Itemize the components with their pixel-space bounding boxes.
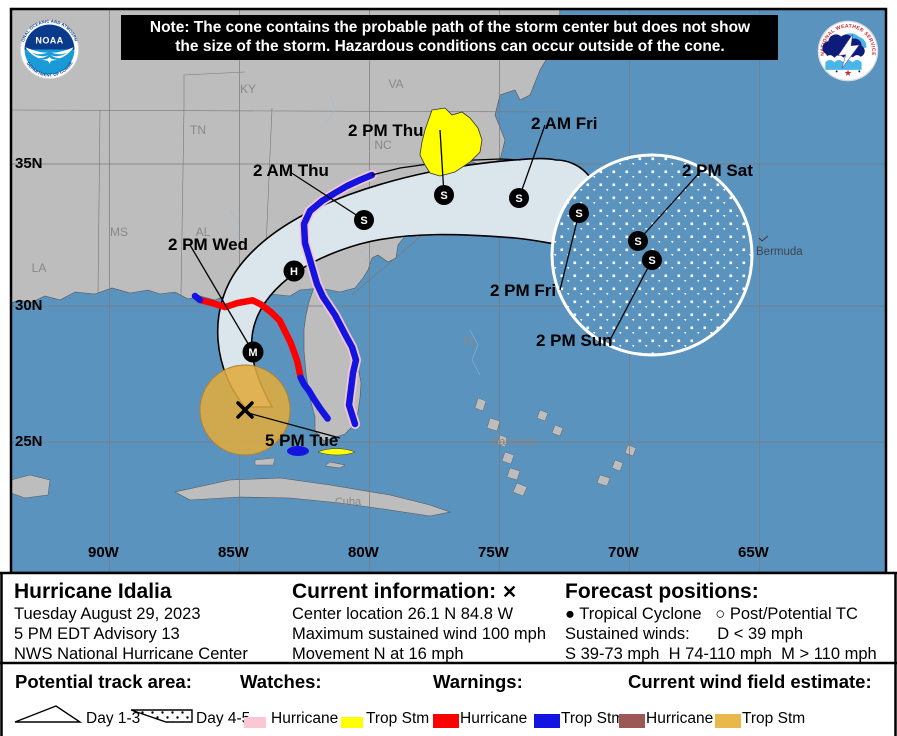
svg-text:S: S [634, 236, 641, 248]
svg-text:Hurricane: Hurricane [271, 710, 338, 727]
svg-text:90W: 90W [88, 544, 120, 561]
svg-text:S: S [440, 190, 447, 202]
svg-text:2 AM Thu: 2 AM Thu [253, 161, 329, 180]
svg-text:TN: TN [190, 123, 206, 137]
svg-text:Watches:: Watches: [240, 671, 322, 692]
svg-text:5 PM Tue: 5 PM Tue [265, 431, 338, 450]
svg-text:MS: MS [110, 225, 128, 239]
svg-text:Movement N at 16 mph: Movement N at 16 mph [292, 645, 464, 663]
svg-text:Hurricane Idalia: Hurricane Idalia [14, 580, 172, 603]
svg-text:2 PM Sun: 2 PM Sun [536, 331, 613, 350]
svg-text:2 PM Fri: 2 PM Fri [490, 281, 556, 300]
svg-text:VA: VA [388, 77, 403, 91]
svg-text:Bermuda: Bermuda [756, 246, 803, 258]
svg-text:H: H [290, 266, 298, 278]
svg-text:LA: LA [32, 261, 47, 275]
svg-text:2 PM Wed: 2 PM Wed [168, 235, 248, 254]
svg-text:Note: The cone contains the pr: Note: The cone contains the probable pat… [150, 19, 751, 36]
svg-text:35N: 35N [15, 155, 43, 172]
svg-text:Hurricane: Hurricane [646, 710, 713, 727]
svg-text:NOAA: NOAA [35, 35, 63, 45]
svg-text:Potential track area:: Potential track area: [15, 671, 192, 692]
svg-text:75W: 75W [478, 544, 510, 561]
svg-text:Maximum sustained wind 100 mph: Maximum sustained wind 100 mph [292, 625, 546, 643]
svg-text:Trop Stm: Trop Stm [561, 710, 624, 727]
svg-text:Hurricane: Hurricane [460, 710, 527, 727]
svg-text:Trop Stm: Trop Stm [742, 710, 805, 727]
svg-text:Trop Stm: Trop Stm [366, 710, 429, 727]
svg-text:S: S [515, 193, 522, 205]
svg-text:30N: 30N [15, 297, 43, 314]
svg-text:Center location 26.1 N 84.8 W: Center location 26.1 N 84.8 W [292, 605, 513, 623]
svg-text:Forecast positions:: Forecast positions: [565, 580, 759, 603]
svg-text:M: M [248, 347, 257, 359]
svg-text:2 PM Thu: 2 PM Thu [348, 121, 424, 140]
svg-text:S: S [575, 208, 582, 220]
svg-text:Tuesday August 29, 2023: Tuesday August 29, 2023 [14, 605, 201, 623]
svg-text:FL: FL [463, 334, 477, 348]
svg-text:Sustained winds: D < 39 m: Sustained winds: D < 39 mph [565, 625, 803, 643]
svg-text:2 PM Sat: 2 PM Sat [682, 161, 753, 180]
svg-text:2 AM Fri: 2 AM Fri [531, 114, 597, 133]
svg-text:Current information: ✕: Current information: ✕ [292, 580, 517, 603]
svg-text:70W: 70W [608, 544, 640, 561]
svg-text:65W: 65W [738, 544, 770, 561]
svg-text:Day 4-5: Day 4-5 [196, 710, 250, 727]
svg-text:NWS National Hurricane Center: NWS National Hurricane Center [14, 645, 248, 663]
svg-text:Warnings:: Warnings: [433, 671, 523, 692]
svg-text:the size of the storm. Hazardo: the size of the storm. Hazardous conditi… [175, 38, 724, 55]
svg-text:5 PM EDT Advisory 13: 5 PM EDT Advisory 13 [14, 625, 180, 643]
svg-text:S: S [648, 255, 655, 267]
svg-text:● Tropical Cyclone ○ Post/Po: ● Tropical Cyclone ○ Post/Potential TC [565, 605, 858, 623]
svg-text:80W: 80W [348, 544, 380, 561]
svg-text:Cuba: Cuba [335, 496, 362, 508]
svg-text:S 39-73 mph H 74-110 mph M >: S 39-73 mph H 74-110 mph M > 110 mph [565, 645, 877, 663]
svg-text:S: S [360, 215, 367, 227]
svg-text:Current wind field estimate:: Current wind field estimate: [628, 671, 872, 692]
svg-text:85W: 85W [218, 544, 250, 561]
svg-text:KY: KY [240, 82, 256, 96]
svg-text:25N: 25N [15, 433, 43, 450]
svg-text:Day 1-3: Day 1-3 [86, 710, 140, 727]
svg-text:NC: NC [374, 138, 392, 152]
